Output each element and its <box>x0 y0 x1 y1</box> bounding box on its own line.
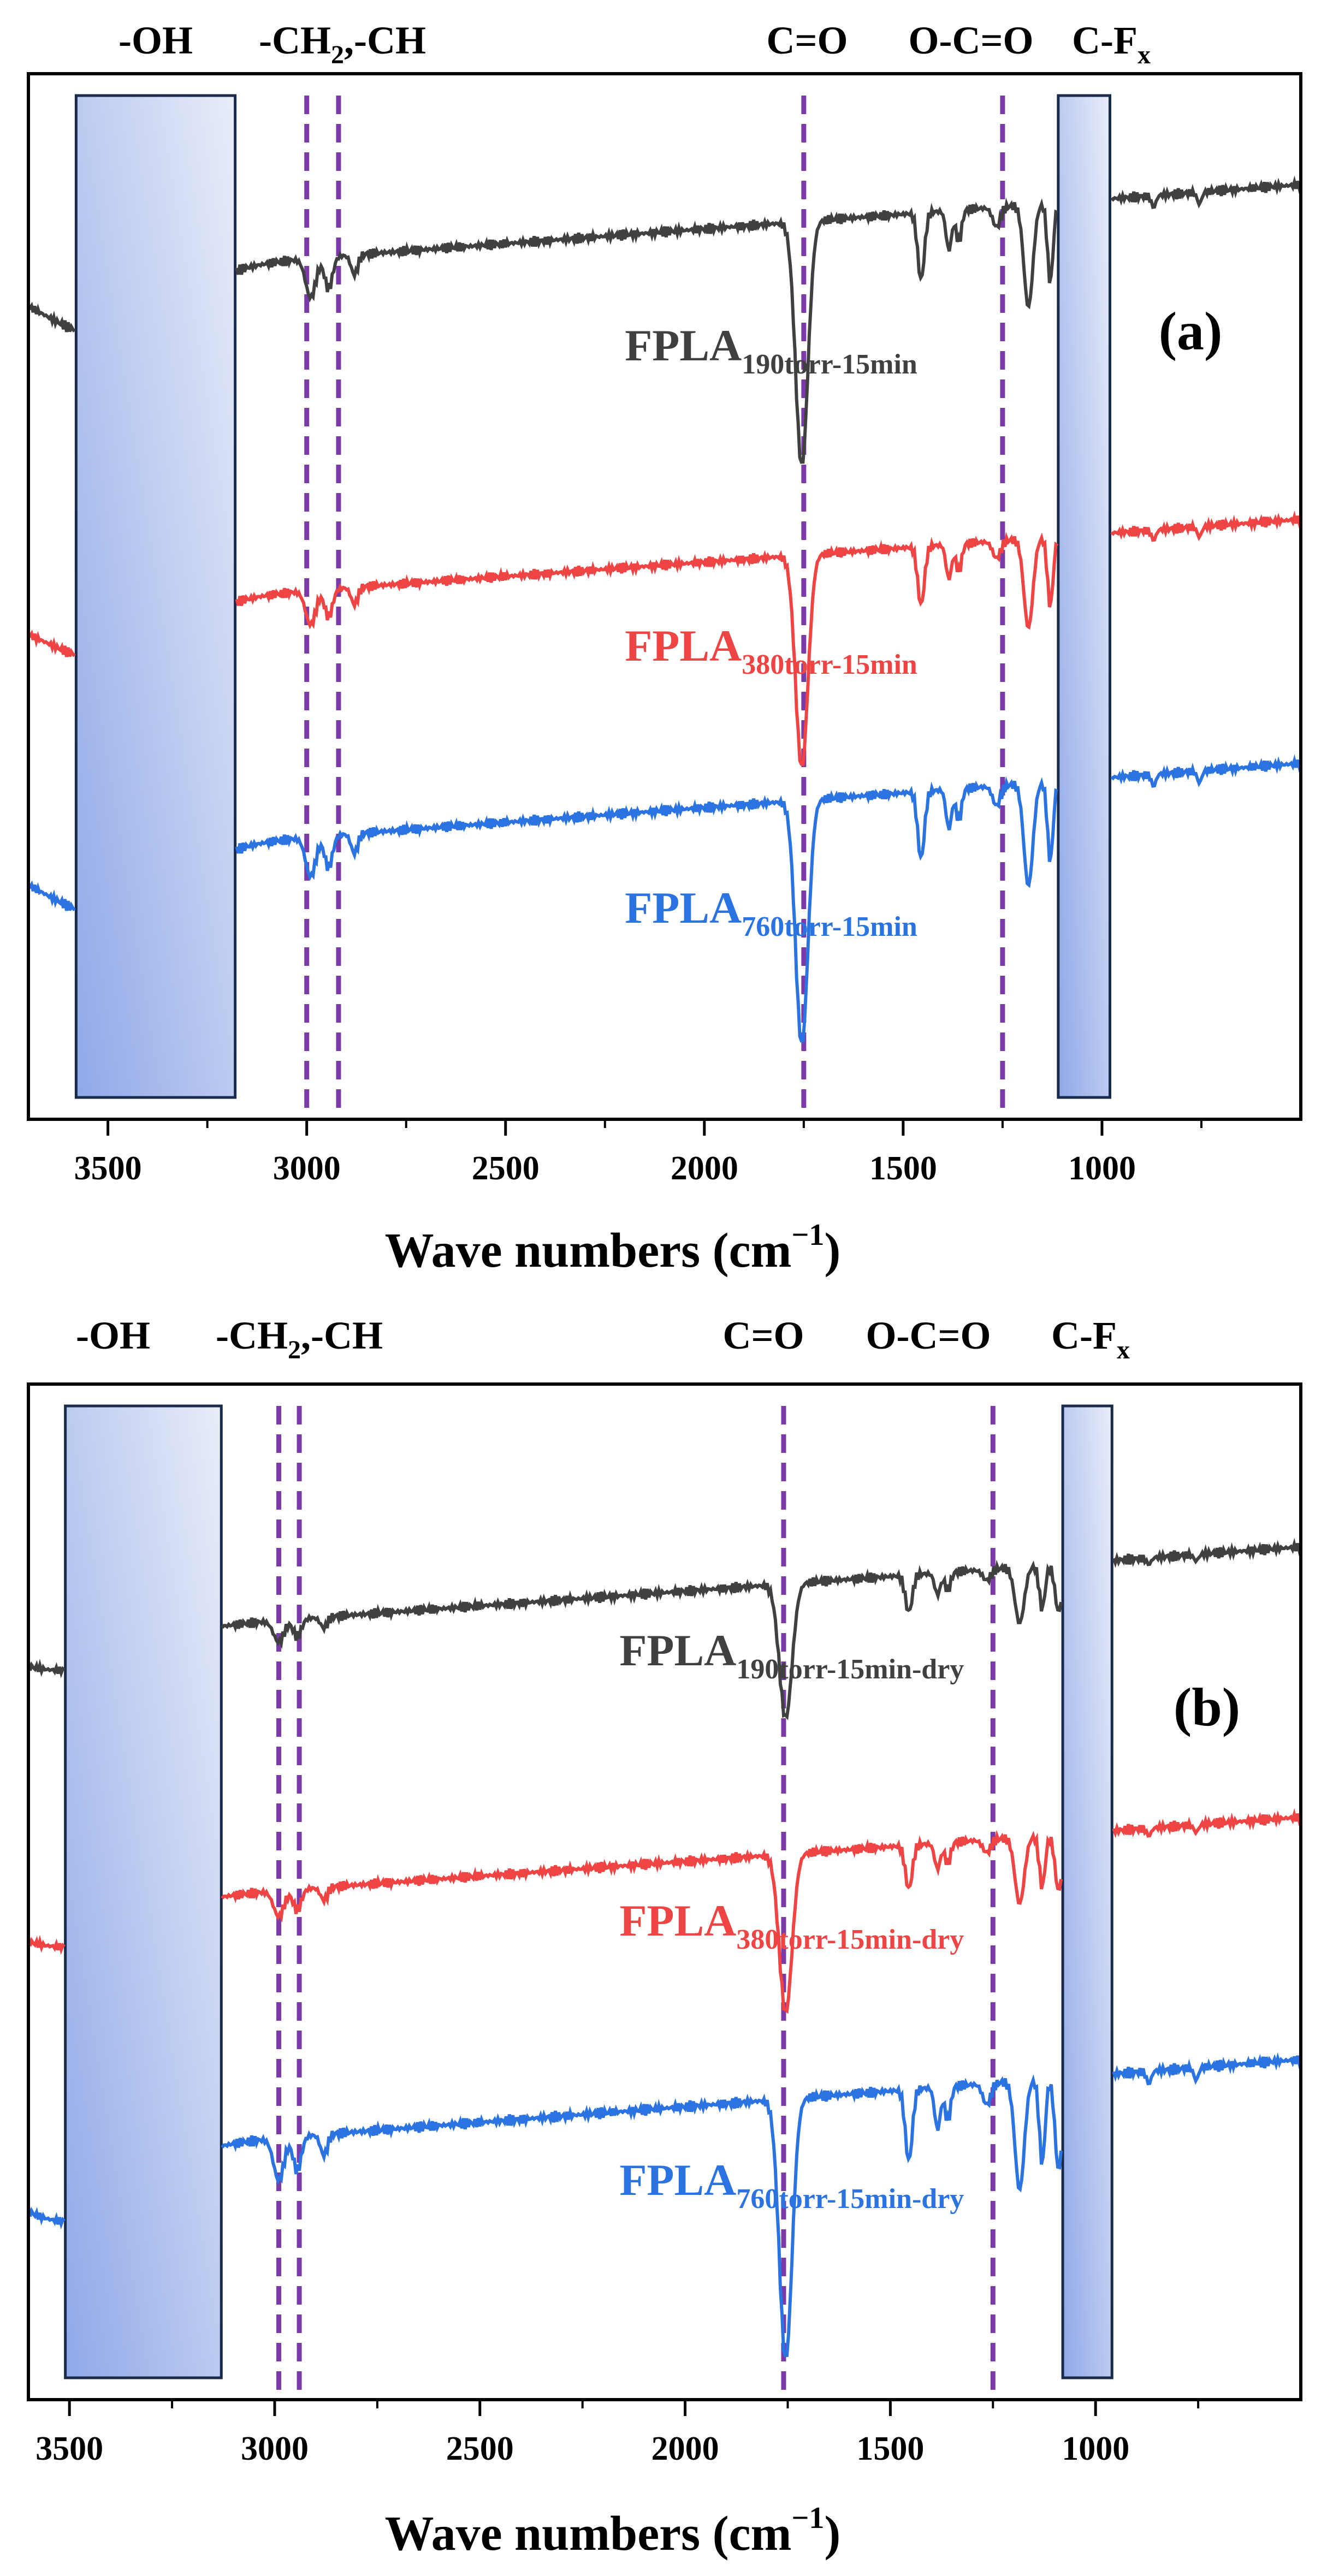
series-line-3-seg-1 <box>27 2206 66 2230</box>
x-tick-label-1500: 1500 <box>856 2430 924 2467</box>
x-tick-label-2500: 2500 <box>472 1150 540 1187</box>
panel-label-b: (b) <box>1174 1677 1240 1737</box>
band-label-oh: -OH <box>119 19 193 62</box>
band-label-oco: O-C=O <box>908 19 1033 62</box>
plot-frame-a <box>27 72 1302 1121</box>
series-line-3-seg-3 <box>1112 2052 1302 2086</box>
series-line-1-seg-2 <box>235 197 1058 464</box>
x-axis-title-b: Wave numbers (cm−1) <box>385 2501 841 2561</box>
panel-a: -OH -CH2,-CH C=O O-C=O C-Fx (a) FPLA190t… <box>27 19 1302 1278</box>
shaded-band-2 <box>1057 94 1111 1099</box>
series-label-2: FPLA380torr-15min <box>625 621 917 680</box>
series-line-3-seg-3 <box>1110 754 1302 788</box>
series-label-1: FPLA190torr-15min <box>625 320 917 380</box>
panel-b: -OH -CH2,-CH C=O O-C=O C-Fx (b) FPLA190t… <box>27 1314 1302 2561</box>
series-line-3-seg-2 <box>221 2074 1063 2358</box>
x-tick-label-2000: 2000 <box>651 2430 719 2467</box>
band-label-co: C=O <box>766 19 848 62</box>
x-tick-label-2000: 2000 <box>671 1150 738 1187</box>
series-line-2-seg-1 <box>27 1934 66 1955</box>
x-tick-label-3000: 3000 <box>273 1150 341 1187</box>
series-line-2-seg-2 <box>221 1830 1063 2014</box>
x-tick-label-1000: 1000 <box>1068 1150 1136 1187</box>
x-tick-label-1500: 1500 <box>869 1150 937 1187</box>
series-line-1-seg-1 <box>27 1659 66 1678</box>
series-line-3-seg-2 <box>235 776 1058 1043</box>
x-tick-label-3500: 3500 <box>74 1150 142 1187</box>
band-label-cf: C-Fx <box>1072 19 1151 69</box>
series-line-1-seg-2 <box>221 1559 1063 1720</box>
band-label-cf: C-Fx <box>1051 1314 1130 1364</box>
x-tick-label-3500: 3500 <box>35 2430 103 2467</box>
band-label-oh: -OH <box>76 1314 150 1357</box>
shaded-band-1 <box>64 1404 223 2379</box>
series-line-1-seg-1 <box>27 301 76 333</box>
series-line-1-seg-3 <box>1110 175 1302 209</box>
band-label-ch: -CH2,-CH <box>259 19 426 69</box>
shaded-band-2 <box>1061 1404 1113 2379</box>
series-line-1-seg-3 <box>1112 1538 1302 1568</box>
x-tick-label-2500: 2500 <box>446 2430 514 2467</box>
x-tick-label-1000: 1000 <box>1062 2430 1129 2467</box>
series-line-2-seg-2 <box>235 531 1059 767</box>
x-tick-label-3000: 3000 <box>241 2430 309 2467</box>
band-label-oco: O-C=O <box>866 1314 991 1357</box>
x-axis-title-a: Wave numbers (cm−1) <box>385 1218 841 1278</box>
series-line-3-seg-1 <box>27 880 76 911</box>
series-label-2: FPLA380torr-15min-dry <box>619 1896 964 1955</box>
series-line-2-seg-3 <box>1112 1808 1302 1838</box>
plot-frame-b <box>27 1382 1302 2401</box>
panel-label-a: (a) <box>1159 301 1223 361</box>
band-label-co: C=O <box>722 1314 804 1357</box>
series-label-1: FPLA190torr-15min-dry <box>619 1625 964 1685</box>
band-label-ch: -CH2,-CH <box>216 1314 383 1364</box>
shaded-band-1 <box>74 94 237 1099</box>
series-label-3: FPLA760torr-15min-dry <box>619 2155 964 2215</box>
series-line-2-seg-1 <box>28 630 76 657</box>
series-label-3: FPLA760torr-15min <box>625 883 917 942</box>
series-line-2-seg-3 <box>1110 510 1302 542</box>
